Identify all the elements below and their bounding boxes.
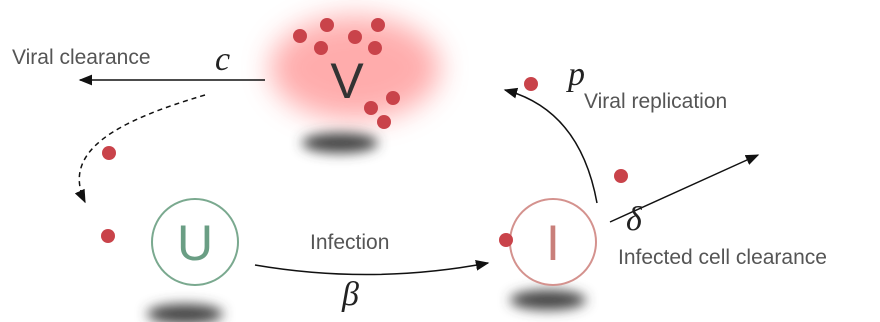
node-label: V: [330, 53, 364, 109]
edge-label: Infection: [310, 231, 389, 254]
edge-label: Viral clearance: [12, 46, 151, 69]
edge-symbol: β: [341, 276, 359, 313]
edge-symbol: δ: [626, 201, 643, 238]
shadow: [510, 290, 586, 310]
node-label: I: [546, 215, 560, 271]
shadow: [302, 133, 378, 153]
arrow: [255, 263, 488, 275]
edge-symbol: c: [215, 41, 230, 78]
shadow: [147, 304, 223, 322]
edge-label: Viral replication: [584, 90, 727, 113]
diagram: V U I Viral clearance c p Viral replicat…: [0, 0, 880, 322]
node-label: U: [177, 215, 213, 271]
edge-label: Infected cell clearance: [618, 246, 827, 269]
dashed-arrow: [79, 95, 205, 202]
edge-symbol: p: [566, 56, 585, 93]
